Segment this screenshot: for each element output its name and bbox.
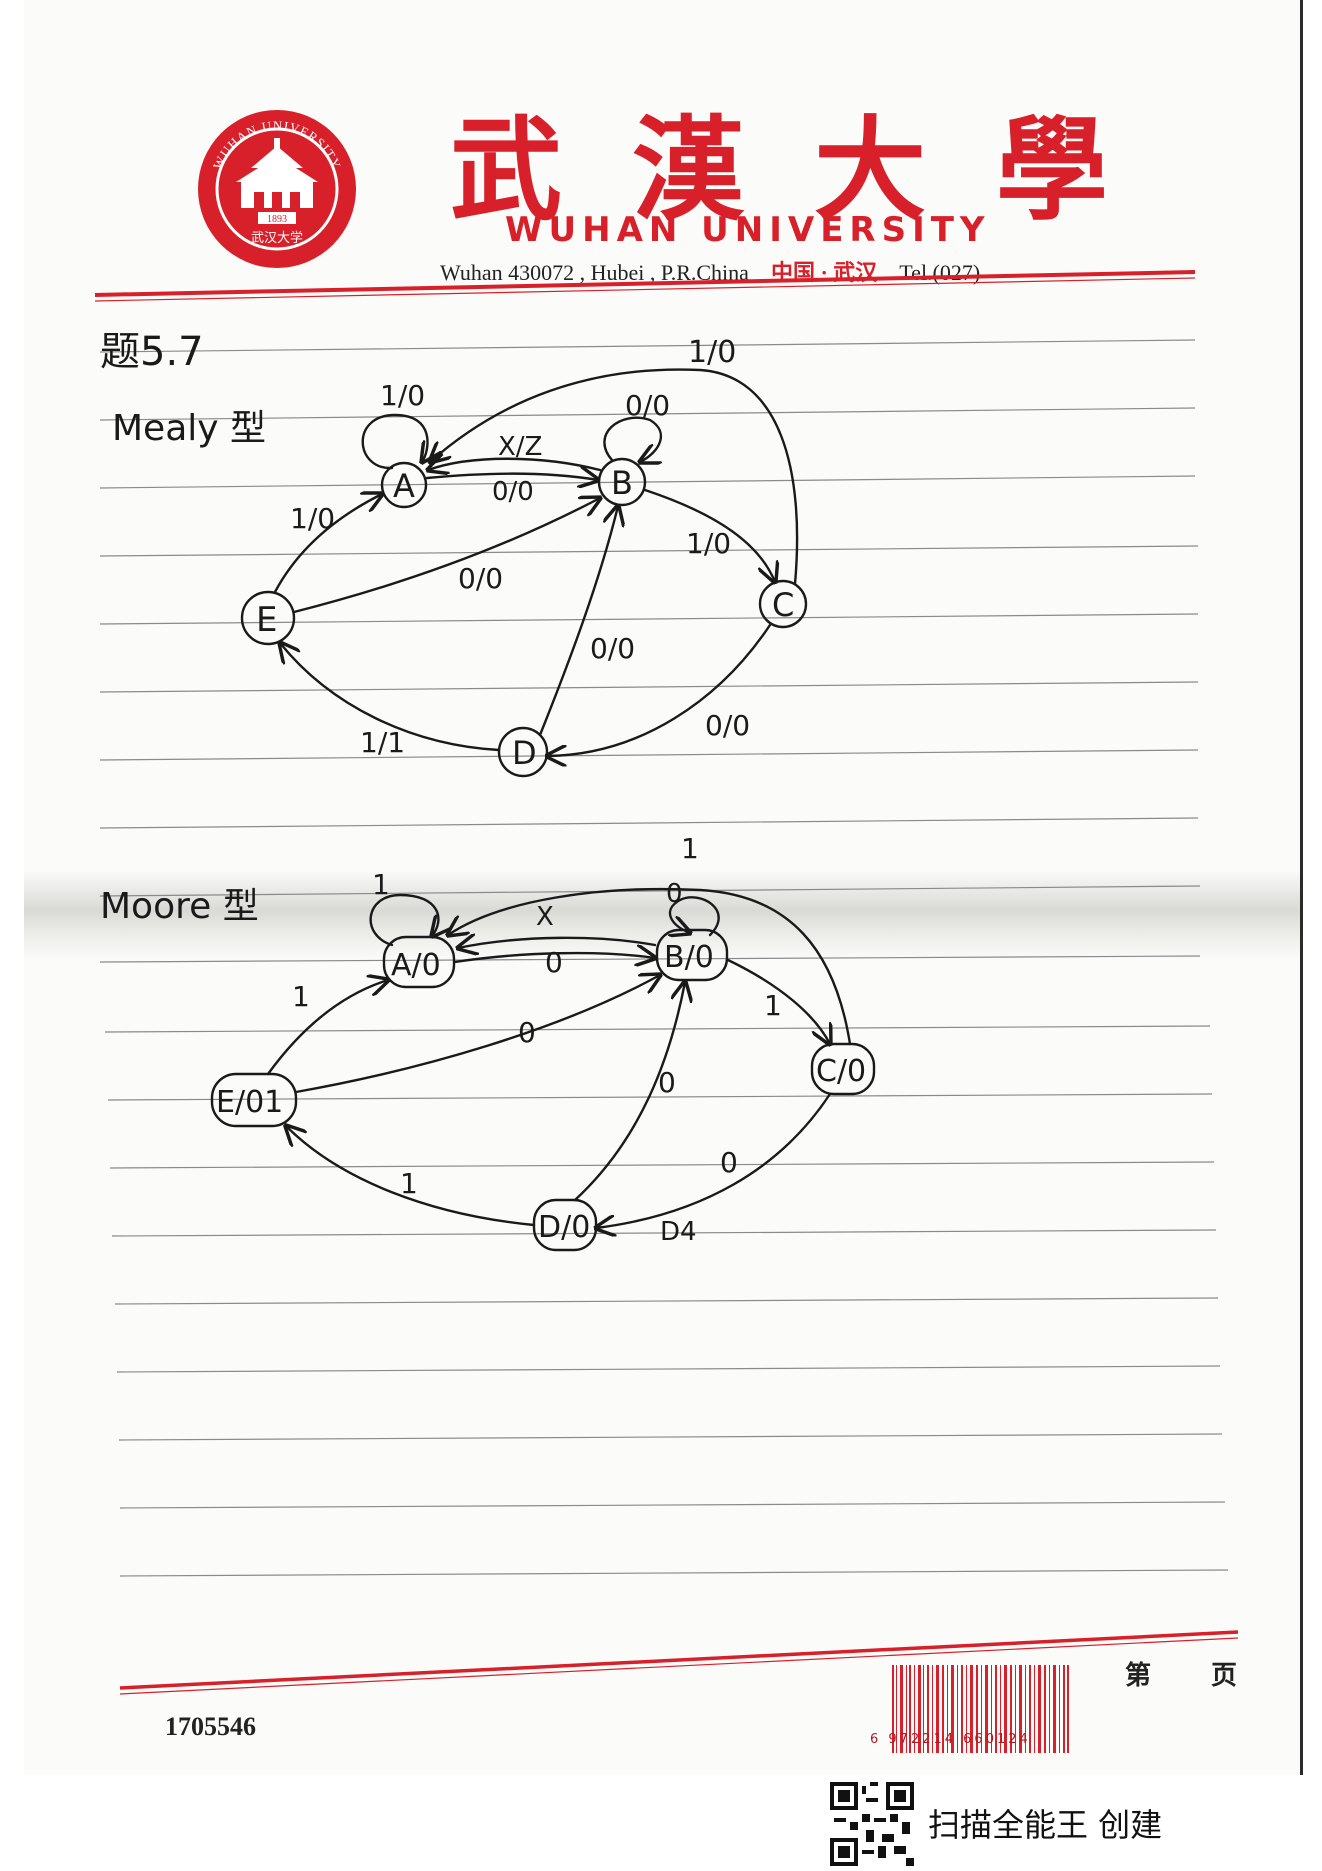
- page-label-di: 第: [1125, 1661, 1152, 1691]
- page-number-label: 第页: [1125, 1655, 1297, 1692]
- address-text: Wuhan 430072 , Hubei , P.R.China: [440, 260, 749, 285]
- page-fold-shadow: [24, 870, 1300, 960]
- qr-code-icon: [830, 1782, 914, 1866]
- location-text: 中国 · 武汉: [770, 260, 878, 285]
- barcode-icon: [892, 1665, 1069, 1753]
- university-address: Wuhan 430072 , Hubei , P.R.China 中国 · 武汉 T…: [440, 255, 980, 287]
- telephone-text: Tel.(027): [899, 260, 981, 285]
- university-name-chinese: 武漢大學: [450, 105, 1178, 236]
- svg-text:武汉大学: 武汉大学: [251, 230, 303, 246]
- svg-text:1893: 1893: [267, 214, 287, 225]
- scanner-watermark: 扫描全能王 创建: [928, 1806, 1163, 1844]
- page-label-ye: 页: [1211, 1661, 1238, 1691]
- university-name-english: WUHAN UNIVERSITY: [505, 210, 991, 250]
- page-serial-number: 1705546: [165, 1712, 256, 1741]
- barcode-digits: 6 972214 660124: [870, 1732, 1031, 1747]
- university-seal-icon: WUHAN UNIVERSITY 1893 武汉大学: [198, 110, 356, 268]
